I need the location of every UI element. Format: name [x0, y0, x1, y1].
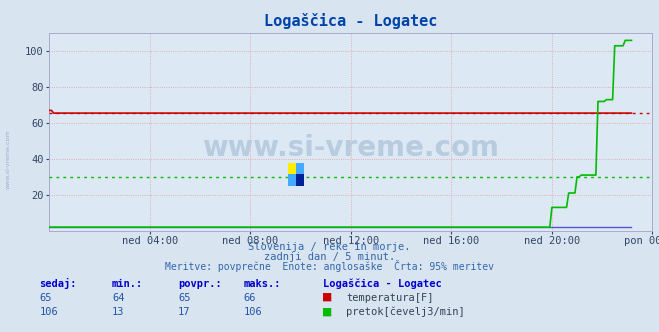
Bar: [287, 163, 296, 174]
Bar: [296, 163, 304, 174]
Title: Logaščica - Logatec: Logaščica - Logatec: [264, 13, 438, 29]
Text: 13: 13: [112, 307, 125, 317]
Text: 66: 66: [244, 293, 256, 303]
Bar: [287, 174, 296, 186]
Text: pretok[čevelj3/min]: pretok[čevelj3/min]: [346, 307, 465, 317]
Text: Slovenija / reke in morje.: Slovenija / reke in morje.: [248, 242, 411, 252]
Text: www.si-vreme.com: www.si-vreme.com: [202, 134, 500, 162]
Text: temperatura[F]: temperatura[F]: [346, 293, 434, 303]
Text: Meritve: povprečne  Enote: anglosaške  Črta: 95% meritev: Meritve: povprečne Enote: anglosaške Črt…: [165, 260, 494, 272]
Text: ■: ■: [323, 304, 331, 318]
Text: 64: 64: [112, 293, 125, 303]
Text: sedaj:: sedaj:: [40, 278, 77, 289]
Text: 65: 65: [178, 293, 190, 303]
Text: 106: 106: [40, 307, 58, 317]
Bar: [296, 174, 304, 186]
Text: 65: 65: [40, 293, 52, 303]
Text: 17: 17: [178, 307, 190, 317]
Text: Logaščica - Logatec: Logaščica - Logatec: [323, 279, 442, 289]
Text: zadnji dan / 5 minut.: zadnji dan / 5 minut.: [264, 252, 395, 262]
Text: www.si-vreme.com: www.si-vreme.com: [5, 129, 11, 189]
Text: min.:: min.:: [112, 279, 143, 289]
Text: ■: ■: [323, 290, 331, 304]
Text: povpr.:: povpr.:: [178, 279, 221, 289]
Text: maks.:: maks.:: [244, 279, 281, 289]
Text: 106: 106: [244, 307, 262, 317]
